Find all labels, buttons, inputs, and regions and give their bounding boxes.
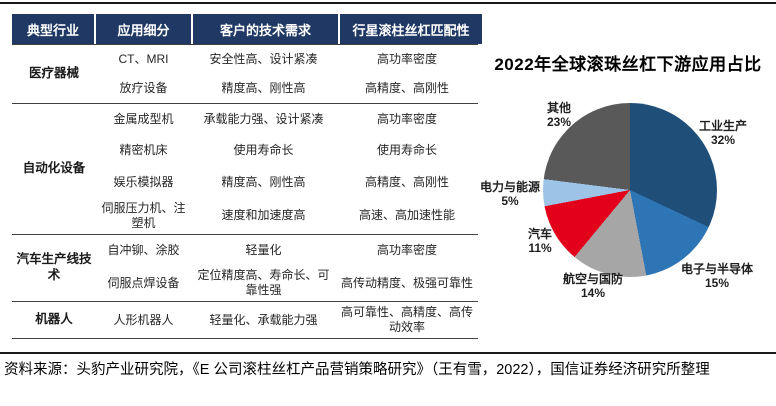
table-header-application: 应用细分 — [96, 14, 191, 44]
pie-label-value: 23% — [546, 115, 572, 130]
pie-label-value: 5% — [501, 194, 519, 209]
top-rule — [0, 2, 776, 4]
pie-label-value: 32% — [710, 133, 736, 148]
table-cell: CT、MRI — [118, 52, 169, 66]
table-row: 人形机器人 轻量化、承载能力强 高可靠性、高精度、高传动效率 — [96, 302, 478, 338]
pie-label-automotive: 汽车 11% — [500, 227, 580, 256]
table-cell: 高速、高加速性能 — [358, 208, 455, 223]
source-note: 资料来源：头豹产业研究院，《E 公司滚柱丝杠产品营销策略研究》（王有雪，2022… — [4, 362, 710, 378]
table-header-row: 典型行业 应用细分 客户的技术需求 行星滚柱丝杠匹配性 — [12, 14, 482, 44]
table-cell: 人形机器人 — [113, 312, 174, 327]
table-row: 放疗设备 精度高、刚性高 高精度、高刚性 — [96, 74, 478, 103]
pie-label-value: 15% — [704, 276, 730, 291]
table-section-auto-production: 汽车生产线技术 自冲铆、涂胶 轻量化 高功率密度 伺服点焊设备 定位精度高、寿命… — [12, 234, 478, 301]
table-cell: 高精度、高刚性 — [364, 174, 449, 189]
pie-label-value: 14% — [580, 286, 606, 301]
industry-cell: 自动化设备 — [22, 161, 86, 176]
pie-chart — [543, 103, 717, 277]
table-cell: 高功率密度 — [376, 112, 437, 127]
table-cell: 轻量化、承载能力强 — [209, 312, 318, 327]
table-cell: 高功率密度 — [376, 242, 437, 257]
table-cell: 承载能力强、设计紧凑 — [203, 112, 324, 127]
table-row: 精密机床 使用寿命长 使用寿命长 — [96, 135, 478, 166]
table-header-tech-need: 客户的技术需求 — [193, 14, 338, 44]
table-cell: 放疗设备 — [119, 81, 168, 95]
pie-label-industrial: 工业生产 32% — [668, 119, 776, 148]
table-cell: 伺服压力机、注塑机 — [101, 200, 186, 230]
table-cell: 伺服点焊设备 — [107, 275, 180, 290]
pie-label-name: 电子与半导体 — [680, 262, 753, 276]
industry-cell: 汽车生产线技术 — [16, 252, 92, 282]
table-cell: 定位精度高、寿命长、可靠性强 — [197, 268, 330, 297]
table-section-automation: 自动化设备 金属成型机 承载能力强、设计紧凑 高功率密度 精密机床 使用寿命长 … — [12, 103, 478, 234]
table-cell: 使用寿命长 — [376, 143, 437, 158]
pie-label-name: 工业生产 — [698, 119, 747, 133]
pie-label-name: 电力与能源 — [479, 180, 540, 194]
pie-label-energy: 电力与能源 5% — [448, 180, 572, 209]
table-cell: 高传动精度、极强可靠性 — [340, 275, 473, 290]
table-row: CT、MRI 安全性高、设计紧凑 高功率密度 — [96, 45, 478, 74]
table-row: 娱乐模拟器 精度高、刚性高 高精度、高刚性 — [96, 167, 478, 198]
table-cell: 高精度、高刚性 — [364, 81, 449, 95]
table-row: 伺服压力机、注塑机 速度和加速度高 高速、高加速性能 — [96, 198, 478, 234]
table-cell: 速度和加速度高 — [221, 208, 306, 223]
pie-label-value: 11% — [528, 241, 552, 256]
table-section-medical: 医疗器械 CT、MRI 安全性高、设计紧凑 高功率密度 放疗设备 精度高、刚性高… — [12, 44, 478, 103]
table-cell: 高可靠性、高精度、高传动效率 — [340, 305, 473, 334]
table-row: 金属成型机 承载能力强、设计紧凑 高功率密度 — [96, 104, 478, 135]
table-row: 伺服点焊设备 定位精度高、寿命长、可靠性强 高传动精度、极强可靠性 — [96, 265, 478, 301]
table-cell: 精密机床 — [119, 143, 168, 158]
table-cell: 高功率密度 — [376, 52, 437, 66]
table-cell: 金属成型机 — [113, 112, 174, 127]
table-header-screw-match: 行星滚柱丝杠匹配性 — [340, 14, 482, 44]
pie-label-name: 汽车 — [527, 227, 552, 241]
table-cell: 安全性高、设计紧凑 — [209, 52, 318, 66]
pie-label-name: 航空与国防 — [562, 272, 623, 286]
table-cell: 轻量化 — [245, 242, 282, 257]
chart-title: 2022年全球滚珠丝杠下游应用占比 — [494, 55, 762, 74]
table-cell: 精度高、刚性高 — [221, 174, 306, 189]
pie-label-aerospace: 航空与国防 14% — [532, 272, 654, 301]
table-cell: 使用寿命长 — [233, 143, 294, 158]
industry-requirements-table: 典型行业 应用细分 客户的技术需求 行星滚柱丝杠匹配性 医疗器械 CT、MRI … — [12, 14, 482, 339]
footer-rule — [0, 352, 776, 354]
pie-label-name: 其他 — [546, 101, 571, 115]
table-row: 自冲铆、涂胶 轻量化 高功率密度 — [96, 235, 478, 265]
pie-label-other: 其他 23% — [517, 101, 601, 130]
industry-cell: 机器人 — [35, 312, 73, 327]
table-cell: 娱乐模拟器 — [113, 174, 174, 189]
table-section-robot: 机器人 人形机器人 轻量化、承载能力强 高可靠性、高精度、高传动效率 — [12, 301, 478, 338]
table-cell: 自冲铆、涂胶 — [107, 242, 180, 257]
industry-cell: 医疗器械 — [28, 66, 79, 81]
table-cell: 精度高、刚性高 — [221, 81, 306, 95]
table-header-industry: 典型行业 — [12, 14, 94, 44]
pie-label-electronics: 电子与半导体 15% — [642, 262, 776, 291]
